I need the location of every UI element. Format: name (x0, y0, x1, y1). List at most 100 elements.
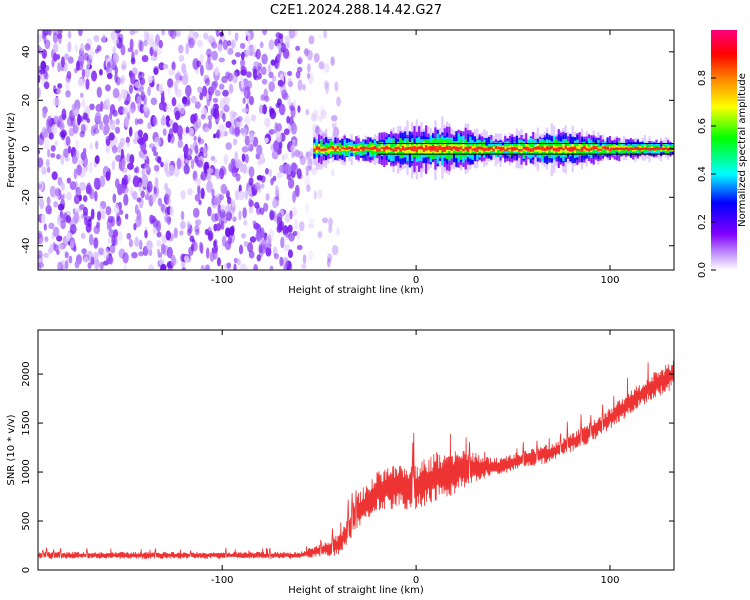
heatmap-frame (37, 29, 675, 271)
noise-blob (126, 232, 132, 240)
noise-blob (60, 154, 65, 166)
carrier-cell (376, 148, 379, 152)
noise-blob (144, 229, 148, 239)
noise-blob (265, 192, 270, 202)
carrier-cell (634, 146, 637, 149)
carrier-cell (443, 148, 446, 152)
noise-blob (40, 73, 47, 80)
carrier-cell (639, 149, 642, 151)
carrier-cell (553, 147, 556, 152)
noise-blob (279, 164, 285, 174)
noise-blob (169, 205, 175, 217)
snr-x-label: Height of straight line (km) (288, 585, 424, 596)
noise-blob (69, 181, 77, 191)
carrier-cell (404, 147, 407, 151)
noise-blob (137, 129, 143, 137)
carrier-peak (429, 146, 435, 150)
noise-blob (56, 261, 61, 270)
noise-blob (158, 83, 164, 94)
noise-blob (59, 210, 64, 219)
noise-blob (207, 115, 213, 121)
noise-blob (85, 67, 91, 79)
noise-blob (199, 92, 204, 101)
noise-blob (153, 164, 160, 172)
noise-blob (312, 123, 317, 133)
colorbar-tick-label: 0.6 (697, 118, 708, 134)
noise-blob (152, 151, 159, 157)
noise-blob (330, 56, 335, 66)
carrier-cell (506, 147, 509, 151)
noise-blob (148, 264, 155, 270)
noise-blob (93, 251, 99, 260)
noise-blob (93, 128, 100, 135)
noise-blob (194, 225, 200, 233)
noise-blob (147, 75, 153, 84)
noise-blob (271, 150, 279, 160)
noise-blob (219, 194, 224, 201)
noise-blob (291, 207, 298, 217)
noise-blob (47, 115, 52, 127)
noise-blob (87, 218, 92, 228)
noise-blob (269, 107, 275, 114)
carrier-peak (499, 146, 505, 150)
noise-blob (69, 238, 75, 249)
noise-blob (207, 35, 214, 43)
noise-blob (261, 78, 268, 85)
noise-blob (247, 32, 251, 45)
carrier-cell (413, 145, 416, 152)
noise-blob (166, 246, 173, 259)
noise-blob (54, 140, 58, 146)
noise-blob (66, 214, 71, 224)
noise-blob (143, 104, 149, 112)
noise-blob (259, 41, 264, 49)
noise-blob (59, 198, 66, 210)
carrier-cell (462, 142, 465, 153)
carrier-cell (441, 147, 444, 152)
carrier-cell (550, 146, 553, 150)
noise-blob (231, 71, 238, 84)
noise-blob (296, 66, 303, 73)
noise-blob (165, 230, 172, 241)
carrier-cell (576, 145, 579, 150)
noise-blob (86, 182, 92, 195)
carrier-cell (324, 148, 328, 151)
noise-blob (290, 106, 296, 118)
noise-blob (297, 79, 303, 91)
noise-blob (121, 60, 127, 71)
noise-blob (91, 70, 98, 82)
noise-blob (144, 163, 151, 171)
noise-blob (149, 48, 155, 54)
noise-blob (165, 104, 173, 113)
noise-blob (304, 175, 311, 187)
noise-blob (66, 191, 72, 201)
noise-blob (53, 201, 58, 208)
noise-blob (286, 115, 291, 124)
colorbar-tick-label: 0.2 (697, 214, 708, 230)
heatmap-panel: -100 0 100 -40 -20 0 20 40 Height of straight l… (6, 29, 675, 296)
noise-blob (156, 239, 162, 248)
noise-blob (208, 119, 212, 130)
noise-blob (127, 47, 134, 53)
noise-blob (135, 215, 142, 228)
noise-blob (196, 39, 203, 48)
noise-blob (152, 41, 159, 53)
noise-blob (159, 257, 164, 266)
noise-blob (82, 112, 88, 120)
noise-blob (125, 136, 130, 144)
noise-blob (160, 243, 166, 255)
noise-blob (94, 111, 102, 124)
noise-blob (305, 165, 312, 172)
carrier-cell (425, 145, 428, 151)
noise-blob (134, 204, 139, 215)
carrier-cell (362, 149, 365, 152)
noise-blob (120, 184, 126, 194)
noise-blob (77, 159, 84, 166)
noise-blob (93, 225, 101, 235)
noise-blob (262, 104, 267, 115)
carrier-cell (508, 147, 511, 150)
noise-blob (273, 139, 280, 152)
noise-blob (88, 161, 93, 174)
snr-y-label: SNR (10 * v/v) (6, 414, 17, 485)
noise-blob (287, 77, 293, 88)
